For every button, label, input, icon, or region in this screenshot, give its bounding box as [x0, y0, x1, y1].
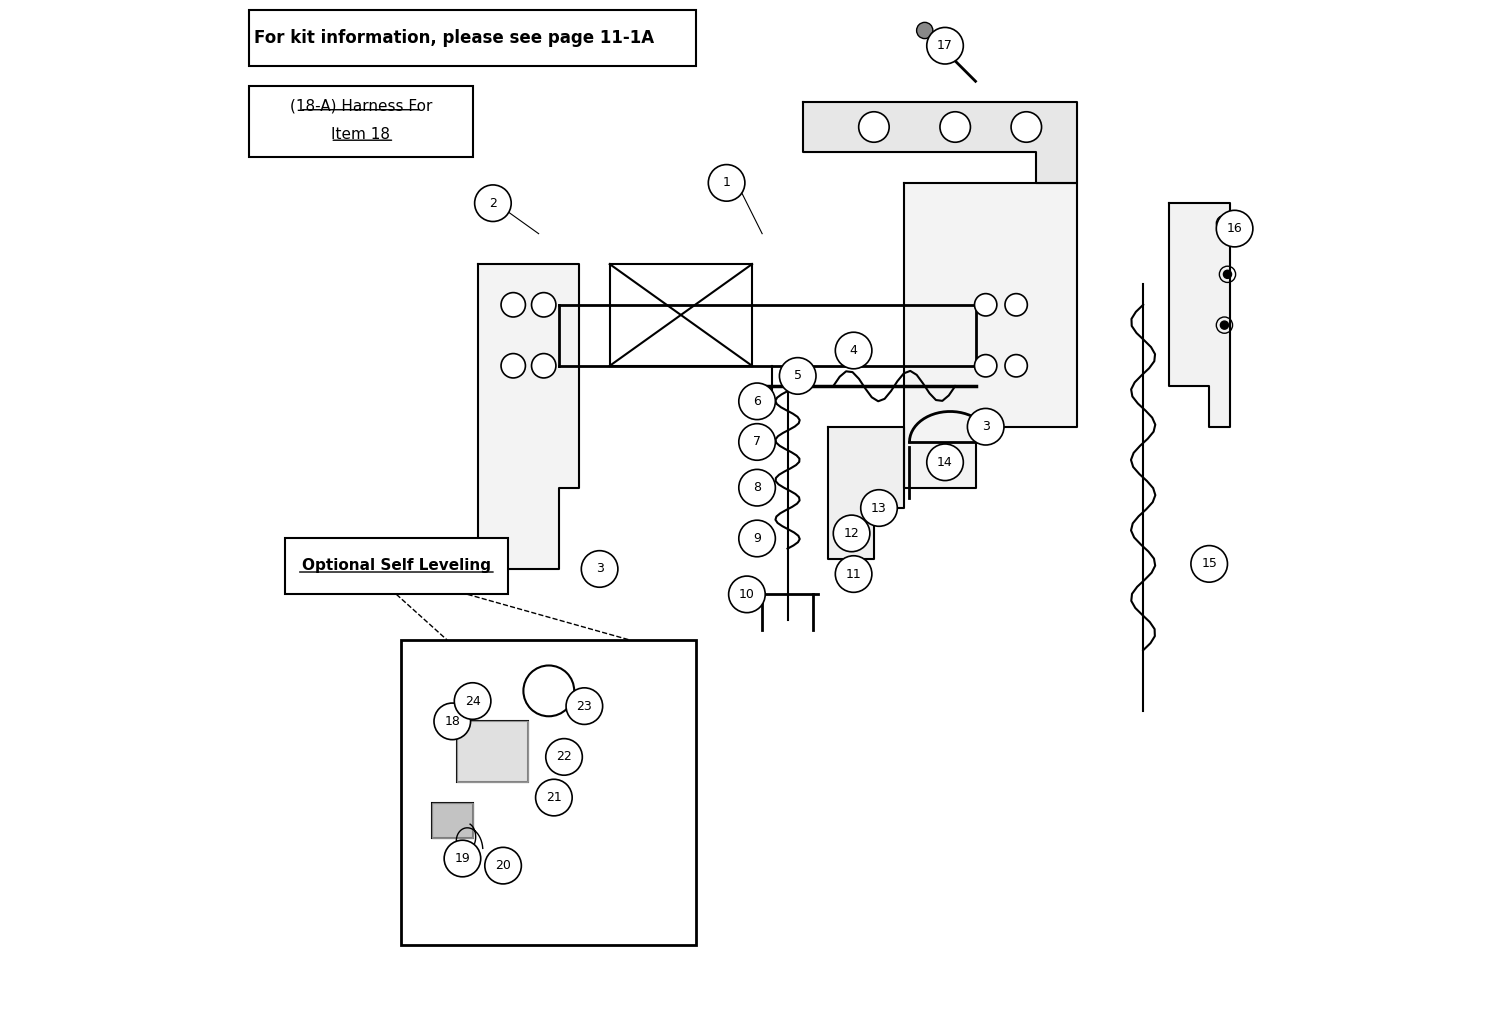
Polygon shape [478, 264, 579, 569]
Circle shape [975, 294, 997, 316]
Circle shape [531, 354, 556, 378]
Circle shape [546, 739, 582, 775]
FancyBboxPatch shape [284, 538, 508, 594]
Text: 14: 14 [937, 456, 954, 468]
Circle shape [940, 112, 970, 142]
Circle shape [566, 688, 603, 724]
Circle shape [475, 185, 511, 221]
Polygon shape [904, 183, 1077, 488]
Circle shape [1005, 294, 1027, 316]
Circle shape [835, 556, 872, 592]
Circle shape [501, 293, 525, 317]
Polygon shape [829, 427, 904, 559]
Text: 24: 24 [465, 695, 480, 707]
Text: 7: 7 [754, 436, 761, 448]
Text: Item 18: Item 18 [331, 127, 391, 141]
Circle shape [738, 520, 776, 557]
Circle shape [728, 576, 766, 613]
Circle shape [531, 293, 556, 317]
Text: 21: 21 [546, 791, 562, 804]
Circle shape [916, 22, 932, 39]
FancyBboxPatch shape [250, 10, 696, 66]
FancyBboxPatch shape [250, 86, 472, 157]
Text: 2: 2 [489, 197, 496, 209]
Circle shape [1223, 270, 1232, 278]
FancyBboxPatch shape [402, 640, 696, 945]
Polygon shape [1169, 203, 1230, 427]
Text: 4: 4 [850, 344, 857, 357]
Circle shape [738, 383, 776, 420]
Text: 8: 8 [754, 482, 761, 494]
Circle shape [1220, 219, 1229, 228]
Text: 22: 22 [556, 751, 572, 763]
Text: 20: 20 [495, 860, 511, 872]
Circle shape [926, 444, 964, 481]
Text: 11: 11 [845, 568, 862, 580]
Text: 19: 19 [454, 852, 471, 865]
Circle shape [1217, 210, 1253, 247]
Circle shape [535, 779, 572, 816]
Text: 23: 23 [576, 700, 593, 712]
Circle shape [484, 847, 522, 884]
Text: 18: 18 [444, 715, 460, 727]
Circle shape [926, 27, 964, 64]
Circle shape [501, 354, 525, 378]
Circle shape [444, 840, 481, 877]
Circle shape [860, 490, 898, 526]
Polygon shape [432, 803, 472, 838]
Text: 9: 9 [754, 532, 761, 545]
Text: (18-A) Harness For: (18-A) Harness For [290, 99, 432, 113]
Circle shape [738, 424, 776, 460]
Circle shape [1191, 546, 1227, 582]
Polygon shape [803, 102, 1077, 183]
Circle shape [975, 355, 997, 377]
Circle shape [708, 165, 744, 201]
Text: Optional Self Leveling: Optional Self Leveling [302, 559, 490, 573]
Polygon shape [457, 721, 528, 782]
Circle shape [967, 408, 1005, 445]
Text: 12: 12 [844, 527, 859, 539]
Text: 10: 10 [738, 588, 755, 600]
Circle shape [1011, 112, 1042, 142]
FancyBboxPatch shape [457, 721, 528, 782]
Circle shape [454, 683, 490, 719]
FancyBboxPatch shape [432, 803, 472, 838]
Text: 5: 5 [794, 370, 802, 382]
Text: 3: 3 [596, 563, 603, 575]
Circle shape [835, 332, 872, 369]
Text: 16: 16 [1227, 223, 1242, 235]
Circle shape [1220, 321, 1229, 329]
Circle shape [738, 469, 776, 506]
Circle shape [582, 551, 618, 587]
Text: 1: 1 [722, 177, 731, 189]
Circle shape [859, 112, 889, 142]
Text: For kit information, please see page 11-1A: For kit information, please see page 11-… [254, 28, 654, 47]
Text: 13: 13 [871, 502, 887, 514]
Text: 3: 3 [982, 421, 990, 433]
Text: 17: 17 [937, 40, 954, 52]
Circle shape [833, 515, 869, 552]
Text: 15: 15 [1202, 558, 1217, 570]
Circle shape [779, 358, 817, 394]
Circle shape [435, 703, 471, 740]
Circle shape [1005, 355, 1027, 377]
Text: 6: 6 [754, 395, 761, 407]
